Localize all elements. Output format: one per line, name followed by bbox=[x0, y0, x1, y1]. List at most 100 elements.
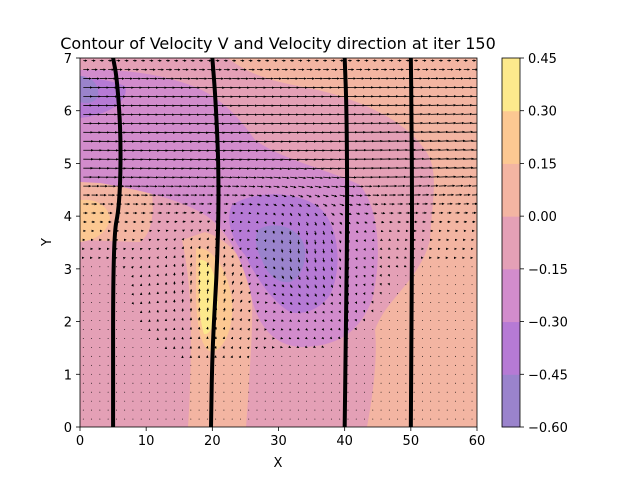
quiver-arrow bbox=[297, 221, 301, 226]
quiver-dot bbox=[91, 346, 93, 348]
quiver-dot bbox=[413, 391, 415, 393]
quiver-dot bbox=[206, 373, 208, 375]
quiver-dot bbox=[82, 337, 84, 339]
quiver-dot bbox=[124, 400, 126, 402]
quiver-dot bbox=[347, 382, 349, 384]
quiver-dot bbox=[463, 409, 465, 411]
quiver-arrow bbox=[314, 293, 317, 297]
quiver-dot bbox=[124, 337, 126, 339]
quiver-arrow bbox=[330, 293, 333, 297]
quiver-arrow bbox=[264, 274, 268, 277]
quiver-dot bbox=[364, 355, 365, 357]
streamlines bbox=[111, 58, 414, 427]
quiver-arrow bbox=[273, 275, 276, 278]
quiver-dot bbox=[455, 302, 456, 304]
quiver-dot bbox=[413, 364, 415, 366]
quiver-dot bbox=[421, 400, 423, 402]
quiver-arrow bbox=[306, 302, 309, 306]
quiver-dot bbox=[248, 400, 250, 402]
quiver-arrow bbox=[323, 194, 329, 198]
quiver-dot bbox=[446, 400, 448, 402]
quiver-dot bbox=[421, 418, 423, 420]
quiver-arrow bbox=[265, 158, 275, 161]
quiver-dot bbox=[413, 337, 415, 339]
quiver-dot bbox=[297, 409, 299, 411]
quiver-arrow bbox=[190, 149, 202, 152]
quiver-arrow bbox=[363, 247, 366, 251]
quiver-dot bbox=[215, 409, 217, 411]
quiver-dot bbox=[471, 329, 473, 330]
quiver-arrow bbox=[298, 212, 301, 217]
quiver-dot bbox=[471, 293, 473, 295]
quiver-dot bbox=[339, 382, 341, 384]
quiver-dot bbox=[231, 400, 233, 402]
quiver-dot bbox=[115, 329, 117, 330]
colorbar-tick-label: 0.45 bbox=[528, 52, 557, 67]
quiver-dot bbox=[82, 284, 84, 286]
quiver-arrow bbox=[289, 248, 292, 254]
quiver-arrow bbox=[240, 158, 251, 161]
quiver-dot bbox=[256, 400, 258, 402]
quiver-dot bbox=[446, 311, 448, 313]
quiver-arrow bbox=[298, 167, 308, 171]
quiver-arrow bbox=[281, 293, 285, 296]
quiver-arrow bbox=[297, 302, 301, 306]
quiver-dot bbox=[82, 329, 84, 330]
quiver-dot bbox=[380, 400, 382, 402]
quiver-dot bbox=[463, 293, 465, 295]
quiver-arrow bbox=[330, 266, 334, 271]
quiver-arrow bbox=[255, 238, 258, 242]
quiver-arrow bbox=[231, 289, 235, 294]
quiver-dot bbox=[397, 293, 399, 295]
quiver-dot bbox=[157, 346, 159, 348]
quiver-arrow bbox=[231, 254, 234, 258]
quiver-dot bbox=[115, 418, 117, 420]
quiver-dot bbox=[231, 391, 233, 393]
quiver-arrow bbox=[306, 212, 310, 217]
y-tick-label: 7 bbox=[64, 52, 72, 67]
quiver-dot bbox=[463, 391, 465, 393]
quiver-dot bbox=[330, 391, 332, 393]
quiver-arrow bbox=[438, 148, 450, 152]
quiver-arrow bbox=[447, 139, 458, 143]
quiver-dot bbox=[463, 337, 465, 339]
quiver-arrow bbox=[330, 230, 334, 235]
quiver-dot bbox=[240, 391, 241, 393]
colorbar-band bbox=[502, 321, 520, 375]
quiver-dot bbox=[240, 418, 241, 420]
quiver-dot bbox=[463, 346, 465, 348]
quiver-arrow bbox=[372, 229, 376, 233]
quiver-arrow bbox=[430, 148, 442, 152]
quiver-arrow bbox=[313, 319, 317, 323]
quiver-dot bbox=[364, 364, 365, 366]
quiver-arrow bbox=[305, 319, 309, 323]
quiver-dot bbox=[215, 364, 217, 366]
quiver-dot bbox=[471, 311, 473, 313]
quiver-dot bbox=[182, 391, 184, 393]
quiver-arrow bbox=[272, 212, 276, 216]
quiver-arrow bbox=[239, 281, 243, 285]
quiver-dot bbox=[430, 320, 432, 321]
quiver-arrow bbox=[207, 220, 211, 223]
quiver-arrow bbox=[356, 194, 363, 197]
quiver-dot bbox=[223, 409, 225, 411]
quiver-arrow bbox=[289, 185, 297, 189]
quiver-dot bbox=[132, 346, 134, 348]
quiver-dot bbox=[124, 293, 126, 295]
quiver-arrow bbox=[338, 248, 342, 253]
quiver-dot bbox=[455, 409, 456, 411]
quiver-arrow bbox=[363, 265, 366, 269]
quiver-dot bbox=[240, 400, 241, 402]
colorbar-frame bbox=[501, 57, 521, 428]
y-tick-label: 6 bbox=[64, 105, 72, 120]
quiver-dot bbox=[256, 418, 258, 420]
quiver-dot bbox=[107, 409, 109, 411]
quiver-arrow bbox=[306, 266, 309, 272]
quiver-dot bbox=[190, 391, 192, 393]
quiver-arrow bbox=[289, 230, 292, 236]
quiver-dot bbox=[380, 418, 382, 420]
quiver-dot bbox=[115, 302, 117, 304]
quiver-dot bbox=[430, 293, 432, 295]
quiver-dot bbox=[140, 391, 142, 393]
quiver-arrow bbox=[281, 266, 284, 271]
